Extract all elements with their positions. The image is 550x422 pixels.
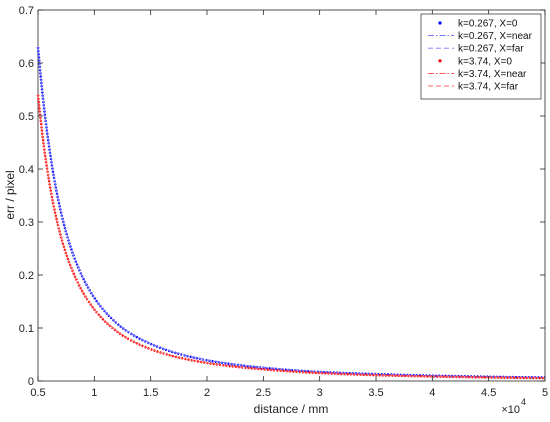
y-tick-label: 0.4 <box>19 164 34 176</box>
x-tick-label: 3 <box>317 387 323 399</box>
series-line-5 <box>37 94 546 379</box>
x-tick-label: 4.5 <box>481 387 496 399</box>
x-exponent-base: ×10 <box>501 404 520 416</box>
x-tick-label: 2.5 <box>256 387 271 399</box>
legend-label: k=0.267, X=0 <box>458 19 518 30</box>
x-tick-label: 3.5 <box>368 387 383 399</box>
x-tick-label: 5 <box>542 387 548 399</box>
y-tick-label: 0.2 <box>19 270 34 282</box>
y-tick-label: 0.3 <box>19 217 34 229</box>
y-tick-label: 0.5 <box>19 111 34 123</box>
legend-label: k=3.74, X=near <box>458 69 527 80</box>
x-exponent-power: 4 <box>521 397 526 407</box>
y-axis-label: err / pixel <box>3 170 17 219</box>
x-axis-label: distance / mm <box>254 402 329 416</box>
legend: k=0.267, X=0k=0.267, X=near k=0.267, X=fa… <box>420 13 542 100</box>
series-line-4 <box>36 94 546 380</box>
series-line-2 <box>37 47 546 379</box>
y-tick-label: 0.7 <box>19 5 34 17</box>
axis-ticks: 0.5 1 1.5 2 2.5 3 3.5 4 4.5 5 0 0.1 0.2 0.3 0.4 0.5 0.6 0… <box>19 5 548 399</box>
legend-marker <box>438 21 442 25</box>
legend-label: k=0.267, X=near <box>458 31 533 42</box>
legend-label: k=3.74, X=0 <box>458 56 512 67</box>
y-tick-label: 0 <box>28 376 34 388</box>
legend-box <box>420 13 542 100</box>
x-tick-label: 2 <box>204 387 210 399</box>
x-tick-label: 1.5 <box>143 387 158 399</box>
y-tick-label: 0.1 <box>19 323 34 335</box>
x-tick-label: 1 <box>91 387 97 399</box>
x-tick-label: 4 <box>429 387 435 399</box>
x-tick-label: 0.5 <box>30 387 45 399</box>
y-tick-label: 0.6 <box>19 58 34 70</box>
legend-label: k=3.74, X=far <box>458 82 519 93</box>
legend-marker <box>438 59 442 63</box>
series-layer <box>36 45 546 380</box>
legend-label: k=0.267, X=far <box>458 44 524 55</box>
